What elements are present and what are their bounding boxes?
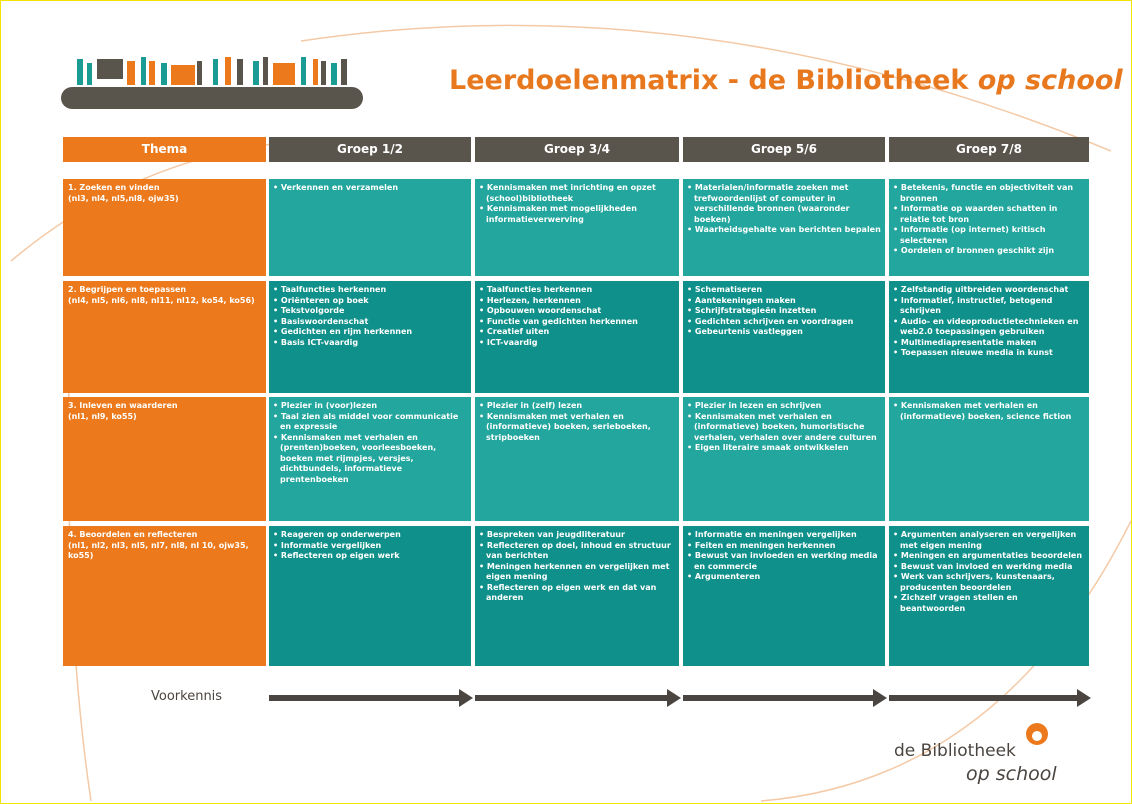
goal-item: Gedichten schrijven en voordragen	[687, 317, 881, 328]
goal-item: Kennismaken met verhalen en (prenten)boe…	[273, 433, 467, 486]
goal-item: Reageren op onderwerpen	[273, 530, 467, 541]
theme-cell: 1. Zoeken en vinden (nl3, nl4, nl5,nl8, o…	[63, 179, 266, 276]
goal-cell: Verkennen en verzamelen	[269, 179, 471, 276]
title-text: Leerdoelenmatrix - de Bibliotheek	[449, 65, 969, 96]
goal-item: Kennismaken met mogelijkheden informatie…	[479, 204, 675, 225]
theme-codes: (nl3, nl4, nl5,nl8, ojw35)	[68, 193, 179, 203]
goal-item: Gedichten en rijm herkennen	[273, 327, 467, 338]
goal-cell: Informatie en meningen vergelijkenFeiten…	[683, 526, 885, 666]
goal-item: Bewust van invloeden en werking media en…	[687, 551, 881, 572]
goal-item: Kennismaken met inrichting en opzet (sch…	[479, 183, 675, 204]
goal-item: Reflecteren op doel, inhoud en structuur…	[479, 541, 675, 562]
goal-item: Kennismaken met verhalen en (informatiev…	[687, 412, 881, 444]
goal-item: Kennismaken met verhalen en (informatiev…	[893, 401, 1085, 422]
goal-item: Tekstvolgorde	[273, 306, 467, 317]
goal-item: Taal zien als middel voor communicatie e…	[273, 412, 467, 433]
goal-cell: Zelfstandig uitbreiden woordenschatInfor…	[889, 281, 1089, 393]
theme-name: 3. Inleven en waarderen	[68, 401, 178, 410]
goal-item: Opbouwen woordenschat	[479, 306, 675, 317]
goal-item: Meningen en argumentaties beoordelen	[893, 551, 1085, 562]
goal-item: Taalfuncties herkennen	[273, 285, 467, 296]
goal-cell: Kennismaken met inrichting en opzet (sch…	[475, 179, 679, 276]
title-italic: op school	[977, 65, 1123, 96]
goal-item: Argumenten analyseren en vergelijken met…	[893, 530, 1085, 551]
goal-cell: Plezier in (zelf) lezenKennismaken met v…	[475, 397, 679, 521]
goal-item: Waarheidsgehalte van berichten bepalen	[687, 225, 881, 236]
column-header: Groep 1/2	[269, 137, 471, 162]
goal-item: ICT-vaardig	[479, 338, 675, 349]
column-header: Groep 3/4	[475, 137, 679, 162]
goal-item: Eigen literaire smaak ontwikkelen	[687, 443, 881, 454]
goal-item: Reflecteren op eigen werk en dat van and…	[479, 583, 675, 604]
goal-item: Informatief, instructief, betogend schri…	[893, 296, 1085, 317]
goal-item: Meningen herkennen en vergelijken met ei…	[479, 562, 675, 583]
title: Leerdoelenmatrix - de Bibliotheek op sch…	[449, 65, 1123, 96]
theme-name: 4. Beoordelen en reflecteren	[68, 530, 198, 539]
goal-item: Basiswoordenschat	[273, 317, 467, 328]
theme-cell: 2. Begrijpen en toepassen (nl4, nl5, nl6,…	[63, 281, 266, 393]
goal-cell: Materialen/informatie zoeken met trefwoo…	[683, 179, 885, 276]
goal-item: Betekenis, functie en objectiviteit van …	[893, 183, 1085, 204]
goal-item: Basis ICT-vaardig	[273, 338, 467, 349]
goal-item: Schrijfstrategieën inzetten	[687, 306, 881, 317]
goal-item: Toepassen nieuwe media in kunst	[893, 348, 1085, 359]
goal-item: Materialen/informatie zoeken met trefwoo…	[687, 183, 881, 225]
goal-cell: Reageren op onderwerpenInformatie vergel…	[269, 526, 471, 666]
goal-item: Verkennen en verzamelen	[273, 183, 467, 194]
goal-item: Taalfuncties herkennen	[479, 285, 675, 296]
logo-text: de Bibliotheek	[894, 741, 1016, 761]
goal-item: Plezier in lezen en schrijven	[687, 401, 881, 412]
goal-cell: Plezier in lezen en schrijvenKennismaken…	[683, 397, 885, 521]
theme-codes: (nl1, nl2, nl3, nl5, nl7, nl8, nl 10, oj…	[68, 540, 249, 561]
theme-cell: 4. Beoordelen en reflecteren (nl1, nl2, n…	[63, 526, 266, 666]
goal-item: Informatie (op internet) kritisch select…	[893, 225, 1085, 246]
theme-cell: 3. Inleven en waarderen (nl1, nl9, ko55)	[63, 397, 266, 521]
goal-item: Zichzelf vragen stellen en beantwoorden	[893, 593, 1085, 614]
theme-codes: (nl1, nl9, ko55)	[68, 411, 137, 421]
column-header: Groep 5/6	[683, 137, 885, 162]
goal-item: Plezier in (zelf) lezen	[479, 401, 675, 412]
goal-item: Feiten en meningen herkennen	[687, 541, 881, 552]
goal-item: Multimediapresentatie maken	[893, 338, 1085, 349]
goal-cell: Betekenis, functie en objectiviteit van …	[889, 179, 1089, 276]
theme-name: 1. Zoeken en vinden	[68, 183, 160, 192]
goal-item: Werk van schrijvers, kunstenaars, produc…	[893, 572, 1085, 593]
goal-item: Reflecteren op eigen werk	[273, 551, 467, 562]
column-header: Groep 7/8	[889, 137, 1089, 162]
theme-codes: (nl4, nl5, nl6, nl8, nl11, nl12, ko54, k…	[68, 295, 255, 305]
goal-item: Creatief uiten	[479, 327, 675, 338]
goal-item: Oordelen of bronnen geschikt zijn	[893, 246, 1085, 257]
goal-item: Schematiseren	[687, 285, 881, 296]
goal-item: Kennismaken met verhalen en (informatiev…	[479, 412, 675, 444]
goal-item: Bespreken van jeugdliteratuur	[479, 530, 675, 541]
goal-item: Zelfstandig uitbreiden woordenschat	[893, 285, 1085, 296]
goal-item: Gebeurtenis vastleggen	[687, 327, 881, 338]
goal-item: Audio- en videoproductietechnieken en we…	[893, 317, 1085, 338]
column-header: Thema	[63, 137, 266, 162]
goal-item: Plezier in (voor)lezen	[273, 401, 467, 412]
theme-name: 2. Begrijpen en toepassen	[68, 285, 187, 294]
goal-cell: Taalfuncties herkennenOriënteren op boek…	[269, 281, 471, 393]
goal-cell: Plezier in (voor)lezenTaal zien als midd…	[269, 397, 471, 521]
goal-cell: Argumenten analyseren en vergelijken met…	[889, 526, 1089, 666]
goal-item: Informatie op waarden schatten in relati…	[893, 204, 1085, 225]
logo-italic: op school	[966, 763, 1057, 785]
goal-cell: SchematiserenAantekeningen makenSchrijfs…	[683, 281, 885, 393]
goal-item: Oriënteren op boek	[273, 296, 467, 307]
goal-cell: Bespreken van jeugdliteratuurReflecteren…	[475, 526, 679, 666]
goal-item: Bewust van invloed en werking media	[893, 562, 1085, 573]
goal-cell: Kennismaken met verhalen en (informatiev…	[889, 397, 1089, 521]
goal-item: Informatie en meningen vergelijken	[687, 530, 881, 541]
goal-item: Argumenteren	[687, 572, 881, 583]
goal-item: Herlezen, herkennen	[479, 296, 675, 307]
goal-item: Functie van gedichten herkennen	[479, 317, 675, 328]
goal-item: Informatie vergelijken	[273, 541, 467, 552]
goal-item: Aantekeningen maken	[687, 296, 881, 307]
arrow-label: Voorkennis	[151, 689, 223, 704]
goal-cell: Taalfuncties herkennenHerlezen, herkenne…	[475, 281, 679, 393]
